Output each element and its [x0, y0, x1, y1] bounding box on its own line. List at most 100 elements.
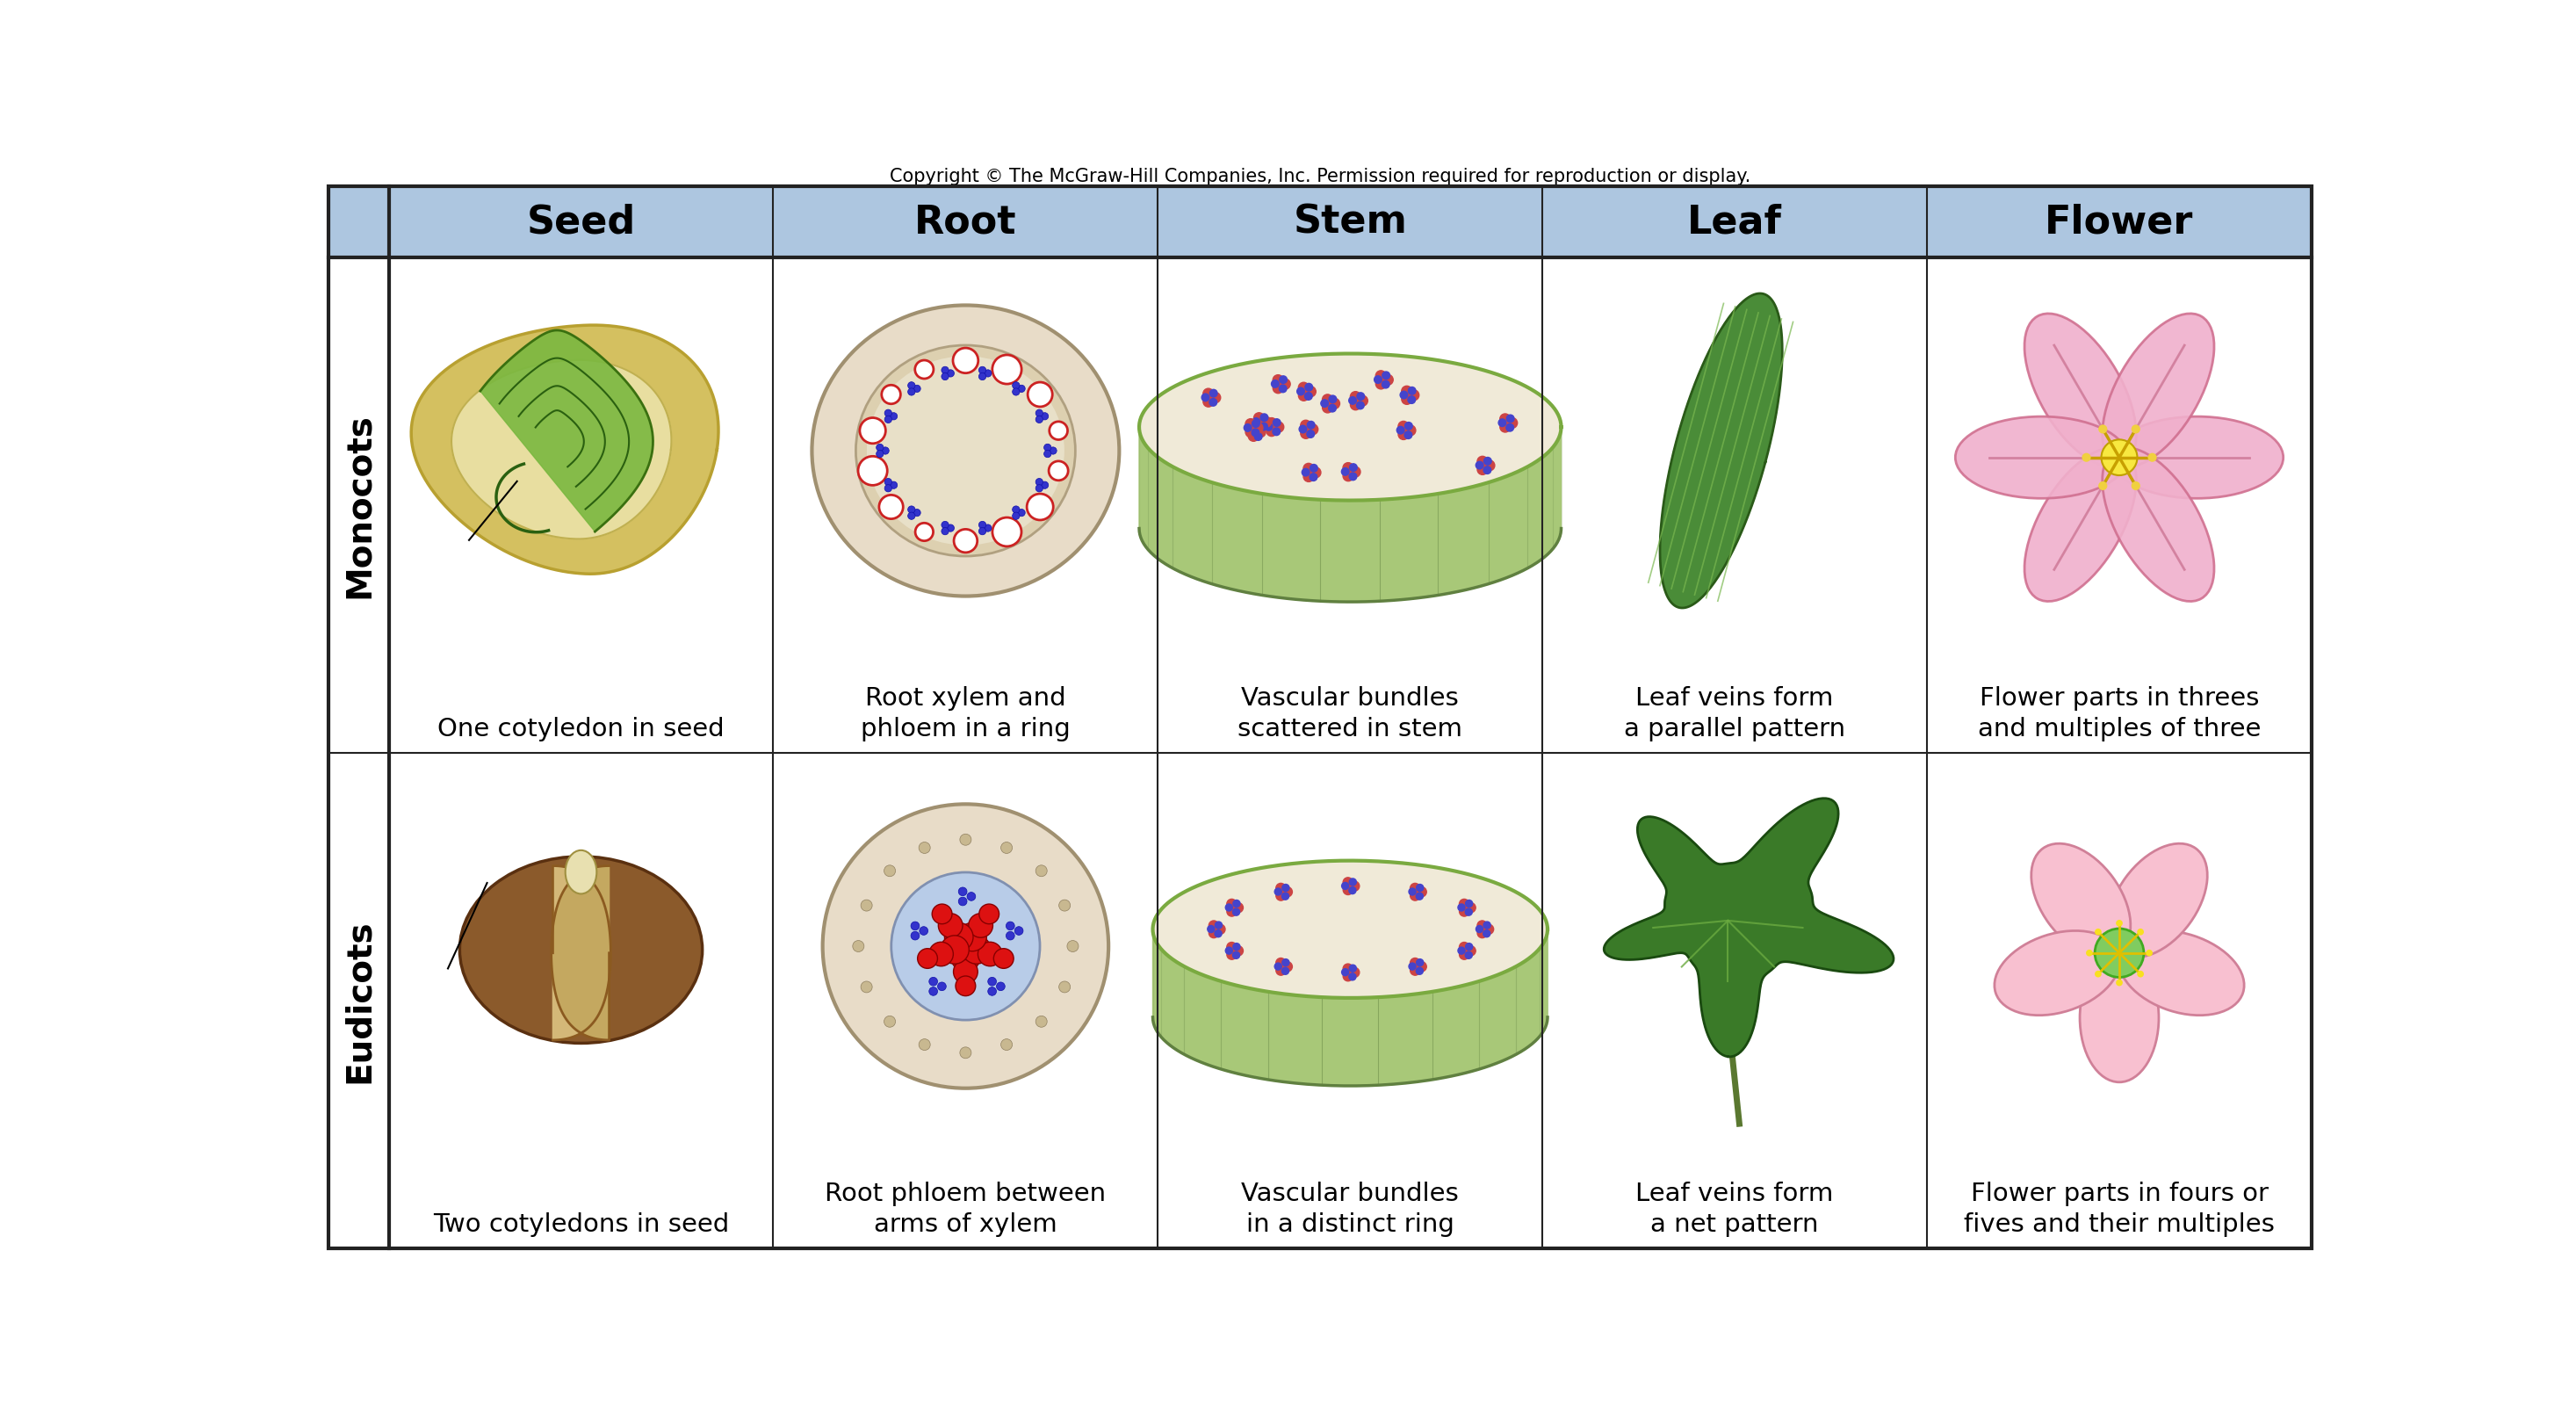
- Text: Root xylem and
phloem in a ring: Root xylem and phloem in a ring: [860, 685, 1072, 740]
- Circle shape: [1404, 426, 1417, 436]
- Circle shape: [860, 419, 886, 444]
- Text: Leaf: Leaf: [1687, 203, 1783, 241]
- Circle shape: [2138, 971, 2143, 977]
- Circle shape: [1015, 926, 1023, 935]
- Circle shape: [1244, 424, 1252, 431]
- Circle shape: [1466, 946, 1476, 956]
- Circle shape: [1409, 966, 1419, 976]
- Circle shape: [1342, 964, 1352, 974]
- Circle shape: [1244, 419, 1257, 430]
- Circle shape: [1211, 393, 1221, 403]
- Circle shape: [966, 893, 976, 901]
- Circle shape: [1409, 891, 1419, 901]
- Circle shape: [1373, 376, 1381, 384]
- Circle shape: [1283, 959, 1288, 966]
- Circle shape: [1350, 398, 1358, 405]
- Circle shape: [1306, 386, 1316, 398]
- Text: Flower parts in fours or
fives and their multiples: Flower parts in fours or fives and their…: [1963, 1182, 2275, 1237]
- Circle shape: [1007, 922, 1015, 931]
- Ellipse shape: [564, 850, 598, 894]
- Circle shape: [2094, 971, 2102, 977]
- Circle shape: [979, 374, 987, 381]
- Circle shape: [917, 949, 938, 969]
- Ellipse shape: [2025, 314, 2136, 468]
- Circle shape: [1350, 887, 1355, 894]
- Circle shape: [2130, 426, 2141, 434]
- Circle shape: [1476, 462, 1484, 470]
- Circle shape: [1048, 447, 1056, 455]
- Circle shape: [1376, 371, 1386, 382]
- Text: Root phloem between
arms of xylem: Root phloem between arms of xylem: [824, 1182, 1105, 1237]
- Circle shape: [1399, 430, 1409, 440]
- Circle shape: [1208, 926, 1213, 933]
- Circle shape: [884, 1017, 896, 1028]
- Circle shape: [1041, 413, 1048, 420]
- Circle shape: [881, 447, 889, 455]
- Circle shape: [1043, 444, 1051, 451]
- Circle shape: [940, 936, 969, 964]
- Circle shape: [2115, 921, 2123, 926]
- Circle shape: [1409, 388, 1417, 395]
- Circle shape: [1226, 942, 1236, 952]
- Circle shape: [1280, 376, 1288, 384]
- Circle shape: [1203, 389, 1213, 399]
- Ellipse shape: [866, 357, 1064, 546]
- Circle shape: [1409, 391, 1419, 400]
- Circle shape: [1484, 467, 1492, 474]
- Ellipse shape: [2102, 314, 2215, 468]
- Circle shape: [1252, 419, 1260, 426]
- Ellipse shape: [2112, 417, 2282, 499]
- Circle shape: [884, 485, 891, 492]
- Circle shape: [1216, 925, 1226, 935]
- Circle shape: [1226, 904, 1231, 911]
- Circle shape: [938, 983, 945, 991]
- Circle shape: [948, 525, 953, 532]
- Circle shape: [1466, 902, 1476, 912]
- Circle shape: [953, 530, 976, 553]
- Circle shape: [1048, 422, 1066, 440]
- Circle shape: [1066, 940, 1079, 952]
- Polygon shape: [1139, 354, 1561, 501]
- Text: Leaf veins form
a net pattern: Leaf veins form a net pattern: [1636, 1182, 1834, 1237]
- Circle shape: [878, 495, 904, 519]
- Polygon shape: [451, 361, 672, 540]
- Circle shape: [920, 842, 930, 854]
- Circle shape: [1267, 419, 1278, 429]
- Circle shape: [1342, 464, 1352, 474]
- Circle shape: [1226, 948, 1231, 955]
- Ellipse shape: [2102, 448, 2215, 602]
- Circle shape: [907, 389, 914, 396]
- Ellipse shape: [2025, 448, 2136, 602]
- Circle shape: [1321, 395, 1332, 406]
- Circle shape: [1036, 1017, 1046, 1028]
- Circle shape: [963, 936, 992, 964]
- Circle shape: [1301, 429, 1311, 440]
- Circle shape: [1036, 416, 1043, 423]
- Ellipse shape: [811, 306, 1118, 596]
- Circle shape: [1283, 962, 1293, 971]
- Circle shape: [1273, 429, 1280, 436]
- Text: Stem: Stem: [1293, 203, 1406, 241]
- Circle shape: [1059, 900, 1072, 911]
- Circle shape: [1329, 399, 1340, 409]
- Circle shape: [1255, 422, 1265, 431]
- Circle shape: [1280, 379, 1291, 391]
- Circle shape: [1226, 950, 1236, 960]
- Text: Root: Root: [914, 203, 1018, 241]
- Circle shape: [1404, 431, 1412, 440]
- Circle shape: [1350, 967, 1360, 977]
- Circle shape: [907, 382, 914, 389]
- Ellipse shape: [459, 857, 703, 1043]
- Circle shape: [891, 873, 1041, 1021]
- Circle shape: [930, 942, 953, 966]
- Circle shape: [1018, 386, 1025, 393]
- Circle shape: [2146, 950, 2154, 956]
- Circle shape: [1028, 495, 1054, 520]
- Circle shape: [1273, 419, 1280, 427]
- Circle shape: [2081, 454, 2092, 462]
- Ellipse shape: [2032, 843, 2130, 957]
- Circle shape: [1275, 888, 1283, 895]
- Circle shape: [920, 1039, 930, 1050]
- Circle shape: [1260, 417, 1273, 427]
- Circle shape: [1350, 400, 1360, 410]
